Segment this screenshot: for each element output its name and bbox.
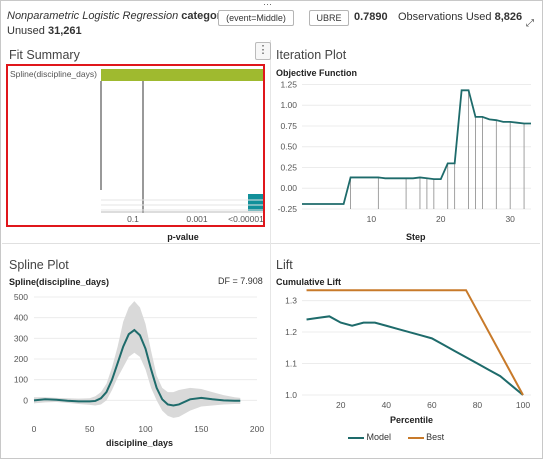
y-tick-label: 1.3 — [285, 296, 297, 306]
y-tick-label: 200 — [14, 354, 28, 364]
divider-vertical — [270, 40, 271, 454]
fit-summary-title: Fit Summary — [9, 48, 80, 62]
tick-label: 0.001 — [186, 214, 208, 224]
drag-handle-icon[interactable]: ⋯ — [263, 0, 273, 9]
divider-horizontal — [2, 243, 540, 244]
y-tick-label: 300 — [14, 333, 28, 343]
metric-pill[interactable]: UBRE — [309, 10, 349, 26]
y-tick-label: 100 — [14, 375, 28, 385]
x-tick-label: 100 — [516, 400, 530, 410]
y-tick-label: -0.25 — [278, 204, 298, 214]
legend-swatch-best — [407, 436, 424, 439]
legend-label-model: Model — [366, 432, 392, 442]
y-tick-label: 0.75 — [280, 121, 297, 131]
fit-summary-menu-button[interactable]: ⋮ — [255, 42, 271, 60]
y-tick-label: 0.25 — [280, 162, 297, 172]
obs-used-label: Observations Used — [398, 11, 492, 23]
y-tick-label: 1.1 — [285, 359, 297, 369]
obs-used: Observations Used 8,826 — [398, 11, 522, 23]
spline-df: DF = 7.908 — [218, 276, 263, 286]
x-tick-label: 10 — [367, 214, 377, 224]
fit-summary-highlight — [6, 64, 265, 227]
event-pill[interactable]: (event=Middle) — [218, 10, 294, 26]
spline-plot-subtitle: Spline(discipline_days) — [9, 277, 110, 287]
y-tick-label: 400 — [14, 313, 28, 323]
iteration-plot-subtitle: Objective Function — [276, 68, 358, 78]
lift-plot-xlabel: Percentile — [390, 415, 434, 425]
obs-used-value: 8,826 — [494, 11, 523, 23]
expand-icon[interactable]: ⤢ — [526, 18, 534, 29]
y-tick-label: 0.00 — [280, 183, 297, 193]
x-tick-label: 50 — [85, 424, 95, 434]
y-tick-label: 1.2 — [285, 327, 297, 337]
model-name: Nonparametric Logistic Regression — [7, 10, 179, 22]
unused-stat: Unused 31,261 — [7, 25, 82, 37]
metric-value: 0.7890 — [354, 11, 388, 23]
objective-line — [302, 89, 531, 205]
tick-label: <0.00001 — [228, 214, 264, 224]
tick-label: 0.1 — [127, 214, 139, 224]
x-tick-label: 200 — [250, 424, 264, 434]
spline-plot-title: Spline Plot — [9, 258, 69, 272]
x-tick-label: 60 — [427, 400, 437, 410]
x-tick-label: 20 — [436, 214, 446, 224]
confidence-band — [34, 301, 241, 418]
y-tick-label: 1.25 — [280, 79, 297, 89]
x-tick-label: 0 — [32, 424, 37, 434]
model-header: Nonparametric Logistic Regression catego… — [7, 10, 227, 22]
legend-swatch-model — [348, 436, 364, 439]
unused-label: Unused — [7, 25, 45, 37]
x-tick-label: 40 — [382, 400, 392, 410]
y-tick-label: 1.0 — [285, 390, 297, 400]
effect-bar[interactable] — [101, 69, 263, 81]
lift-legend: Model Best — [348, 432, 444, 442]
x-tick-label: 20 — [336, 400, 346, 410]
pvalue-bar[interactable] — [248, 194, 263, 211]
spline-line — [33, 328, 241, 407]
lift-plot-subtitle: Cumulative Lift — [276, 277, 342, 287]
y-tick-label: 1.00 — [280, 100, 297, 110]
x-tick-label: 80 — [473, 400, 483, 410]
target-name: category — [181, 10, 228, 22]
y-tick-label: 0 — [23, 395, 28, 405]
legend-label-best: Best — [426, 432, 445, 442]
y-tick-label: 0.50 — [280, 142, 297, 152]
effect-label: Spline(discipline_days) — [10, 69, 97, 79]
x-tick-label: 100 — [138, 424, 152, 434]
x-tick-label: 30 — [505, 214, 515, 224]
fit-summary-xlabel: p-value — [167, 232, 199, 242]
lift-series-best — [306, 289, 524, 396]
iteration-plot-title: Iteration Plot — [276, 48, 347, 62]
iteration-plot-xlabel: Step — [406, 232, 426, 242]
lift-series-model — [306, 315, 524, 396]
lift-plot-title: Lift — [276, 258, 293, 272]
x-tick-label: 150 — [194, 424, 208, 434]
spline-plot-xlabel: discipline_days — [106, 438, 174, 448]
y-tick-label: 500 — [14, 292, 28, 302]
unused-value: 31,261 — [47, 25, 82, 37]
